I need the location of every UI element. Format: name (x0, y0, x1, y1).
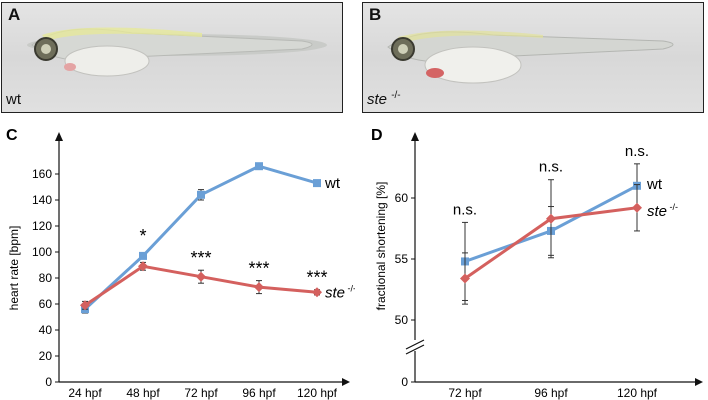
zebrafish-larva-wt-image (27, 27, 327, 77)
data-point-wt (255, 162, 263, 171)
y-axis-arrow (55, 132, 63, 141)
chart-d-axes: 0 50 55 60 72 hpf 96 hpf 120 hpf (395, 132, 703, 400)
photo-panel-b: B ste -/- (362, 2, 704, 113)
significance-marker: n.s. (625, 143, 649, 160)
y-tick-label: 160 (32, 167, 52, 181)
y-tick-label: 100 (32, 245, 52, 259)
panel-b-genotype-name: ste (367, 91, 388, 108)
data-point-wt (139, 251, 147, 260)
y-axis-arrow (411, 132, 419, 141)
data-point-ste (254, 282, 264, 293)
chart-c-axes: 0 20 40 60 80 100 120 140 160 24 hpf 48 hpf 72 hpf 9… (32, 132, 350, 400)
chart-c-series (80, 162, 322, 314)
panel-letter-c: C (6, 127, 18, 144)
panel-letter-d: D (371, 127, 383, 144)
axis-break-mark (405, 344, 425, 355)
zebrafish-larva-ste-image (387, 30, 674, 84)
data-point-ste (196, 271, 206, 282)
panel-b-genotype-label: ste -/- (367, 90, 401, 108)
series-label-ste-sup: -/- (667, 202, 678, 212)
y-tick-label: 0 (401, 375, 408, 389)
series-label-ste: ste -/- (647, 202, 678, 220)
data-point-wt (313, 179, 321, 188)
data-point-ste (632, 202, 642, 213)
panel-a-genotype-label: wt (6, 91, 21, 108)
chart-d-series (460, 163, 642, 305)
y-tick-label: 80 (39, 271, 53, 285)
panel-letter-b: B (369, 5, 382, 24)
axis-break-mark (405, 339, 425, 350)
chart-d-fractional-shortening: D fractional shortening [%] 0 50 55 60 72 hp… (371, 127, 703, 400)
series-label-ste-sup: -/- (345, 283, 355, 293)
x-tick-label: 48 hpf (126, 386, 160, 400)
panel-letter-a: A (8, 5, 21, 24)
x-tick-label: 24 hpf (68, 386, 102, 400)
y-axis-label: fractional shortening [%] (374, 182, 388, 311)
significance-marker: *** (248, 259, 269, 279)
significance-marker: *** (190, 248, 211, 268)
significance-marker: n.s. (453, 201, 477, 218)
data-point-ste (138, 261, 148, 272)
x-tick-label: 120 hpf (617, 386, 658, 400)
series-label-wt: wt (324, 175, 341, 192)
data-point-ste (312, 287, 322, 298)
x-tick-label: 96 hpf (242, 386, 276, 400)
significance-marker: * (139, 226, 146, 246)
y-tick-label: 60 (395, 191, 409, 205)
x-tick-label: 96 hpf (534, 386, 568, 400)
series-label-wt: wt (646, 176, 663, 193)
photo-panel-a: A wt (1, 2, 343, 113)
significance-marker: *** (306, 268, 327, 288)
series-label-ste: ste -/- (325, 283, 355, 301)
y-tick-label: 120 (32, 219, 52, 233)
x-tick-label: 120 hpf (297, 386, 338, 400)
y-axis-label: heart rate [bpm] (7, 226, 21, 311)
y-tick-label: 140 (32, 193, 52, 207)
data-point-wt (197, 190, 205, 199)
chart-c-heart-rate: C heart rate [bpm] 0 20 40 60 80 100 120 140 160… (6, 127, 355, 400)
significance-marker: n.s. (539, 159, 563, 176)
y-tick-label: 60 (39, 297, 53, 311)
data-point-ste (546, 213, 556, 224)
y-tick-label: 20 (39, 349, 53, 363)
y-tick-label: 0 (45, 375, 52, 389)
data-point-ste (460, 273, 470, 284)
y-tick-label: 40 (39, 323, 53, 337)
x-axis-arrow (342, 378, 350, 386)
panel-b-genotype-sup: -/- (391, 90, 401, 101)
y-tick-label: 50 (395, 313, 409, 327)
x-tick-label: 72 hpf (184, 386, 218, 400)
data-point-ste (80, 300, 90, 311)
y-tick-label: 55 (395, 252, 409, 266)
x-axis-arrow (695, 378, 703, 386)
chart-d-labels: n.s. n.s. n.s. wt ste -/- (453, 143, 678, 220)
x-tick-label: 72 hpf (448, 386, 482, 400)
